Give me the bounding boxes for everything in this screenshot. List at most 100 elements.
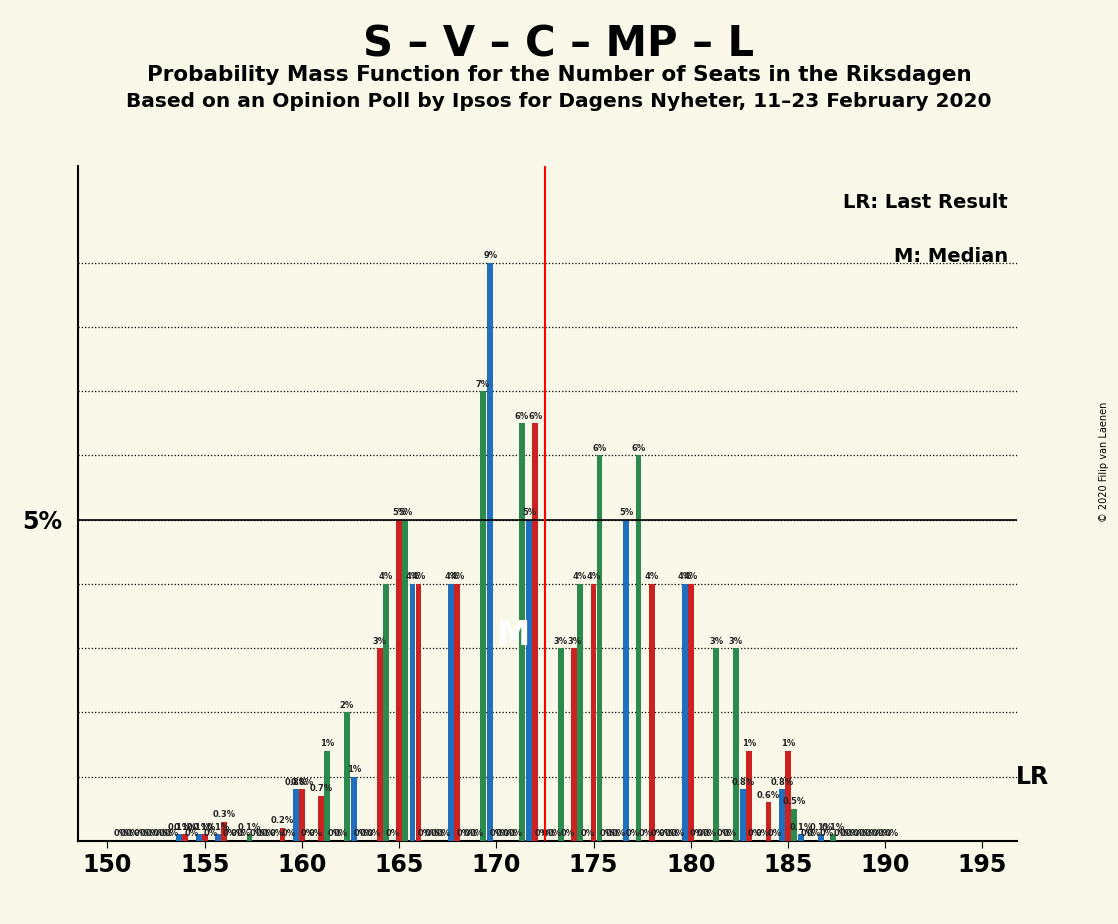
Text: 0%: 0% <box>309 829 322 838</box>
Text: 0%: 0% <box>561 829 575 838</box>
Text: 0.1%: 0.1% <box>168 823 191 832</box>
Text: 0%: 0% <box>748 829 762 838</box>
Text: 1%: 1% <box>742 739 756 748</box>
Text: 0%: 0% <box>833 829 847 838</box>
Bar <box>779 789 785 841</box>
Text: © 2020 Filip van Laenen: © 2020 Filip van Laenen <box>1099 402 1109 522</box>
Text: 0%: 0% <box>671 829 684 838</box>
Text: LR: LR <box>1015 764 1049 788</box>
Bar <box>532 423 538 841</box>
Text: 5%: 5% <box>398 508 413 517</box>
Text: 0.1%: 0.1% <box>173 823 197 832</box>
Text: 3%: 3% <box>709 637 723 646</box>
Text: 0%: 0% <box>120 829 134 838</box>
Text: 0%: 0% <box>145 829 160 838</box>
Text: 0%: 0% <box>722 829 737 838</box>
Bar <box>487 262 493 841</box>
Text: Probability Mass Function for the Number of Seats in the Riksdagen: Probability Mass Function for the Number… <box>146 65 972 85</box>
Text: 6%: 6% <box>632 444 645 453</box>
Bar <box>732 648 739 841</box>
Text: 3%: 3% <box>372 637 387 646</box>
Text: 0%: 0% <box>495 829 510 838</box>
Text: M: Median: M: Median <box>894 248 1008 266</box>
Text: 4%: 4% <box>406 572 419 581</box>
Text: 0.8%: 0.8% <box>731 778 755 787</box>
Bar <box>377 648 382 841</box>
Bar <box>766 802 771 841</box>
Text: 4%: 4% <box>411 572 426 581</box>
Text: 0.1%: 0.1% <box>207 823 229 832</box>
Bar <box>648 584 655 841</box>
Text: 1%: 1% <box>320 739 334 748</box>
Text: 0%: 0% <box>269 829 284 838</box>
Text: 1%: 1% <box>347 765 361 774</box>
Text: 0%: 0% <box>328 829 342 838</box>
Bar <box>409 584 416 841</box>
Text: 0%: 0% <box>140 829 153 838</box>
Text: 0%: 0% <box>659 829 672 838</box>
Bar <box>798 834 804 841</box>
Text: 0%: 0% <box>853 829 866 838</box>
Text: 0%: 0% <box>490 829 503 838</box>
Text: 0.1%: 0.1% <box>193 823 216 832</box>
Text: 0%: 0% <box>503 829 517 838</box>
Bar <box>818 834 824 841</box>
Text: 0%: 0% <box>417 829 432 838</box>
Bar <box>221 821 227 841</box>
Bar <box>713 648 719 841</box>
Bar <box>324 751 330 841</box>
Text: 5%: 5% <box>522 508 537 517</box>
Text: Based on an Opinion Poll by Ipsos for Dagens Nyheter, 11–23 February 2020: Based on an Opinion Poll by Ipsos for Da… <box>126 92 992 112</box>
Text: S – V – C – MP – L: S – V – C – MP – L <box>363 23 755 65</box>
Text: 5%: 5% <box>619 508 634 517</box>
Bar <box>293 789 299 841</box>
Text: 4%: 4% <box>444 572 458 581</box>
Text: 3%: 3% <box>729 637 742 646</box>
Text: 7%: 7% <box>476 380 490 389</box>
Text: 4%: 4% <box>451 572 465 581</box>
Text: 0%: 0% <box>767 829 781 838</box>
Text: 0.1%: 0.1% <box>789 823 813 832</box>
Text: 0%: 0% <box>425 829 439 838</box>
Text: 4%: 4% <box>678 572 692 581</box>
Text: 0%: 0% <box>534 829 548 838</box>
Text: 9%: 9% <box>483 251 498 261</box>
Bar <box>746 751 752 841</box>
Text: 0%: 0% <box>845 829 860 838</box>
Text: 0%: 0% <box>541 829 556 838</box>
Text: 3%: 3% <box>553 637 568 646</box>
Bar <box>299 789 305 841</box>
Bar <box>527 519 532 841</box>
Text: 1%: 1% <box>780 739 795 748</box>
Bar <box>480 391 486 841</box>
Bar <box>682 584 688 841</box>
Bar <box>519 423 524 841</box>
Text: 0.8%: 0.8% <box>284 778 307 787</box>
Text: 0%: 0% <box>864 829 879 838</box>
Text: 0%: 0% <box>133 829 148 838</box>
Text: 0%: 0% <box>153 829 167 838</box>
Text: 0%: 0% <box>819 829 834 838</box>
Text: 6%: 6% <box>528 412 542 420</box>
Bar <box>590 584 596 841</box>
Bar <box>792 808 797 841</box>
Text: 0%: 0% <box>625 829 639 838</box>
Text: 0%: 0% <box>878 829 892 838</box>
Text: 0%: 0% <box>606 829 620 838</box>
Text: 0%: 0% <box>580 829 595 838</box>
Bar <box>571 648 577 841</box>
Text: 0%: 0% <box>359 829 373 838</box>
Text: 4%: 4% <box>586 572 600 581</box>
Text: 0%: 0% <box>164 829 179 838</box>
Text: 0%: 0% <box>884 829 898 838</box>
Text: 4%: 4% <box>379 572 392 581</box>
Text: LR: Last Result: LR: Last Result <box>843 193 1008 213</box>
Text: 0.1%: 0.1% <box>238 823 262 832</box>
Text: 0%: 0% <box>470 829 484 838</box>
Bar <box>182 834 188 841</box>
Bar <box>177 834 182 841</box>
Text: 3%: 3% <box>567 637 581 646</box>
Text: 0%: 0% <box>703 829 718 838</box>
Bar <box>455 584 461 841</box>
Text: 0%: 0% <box>159 829 173 838</box>
